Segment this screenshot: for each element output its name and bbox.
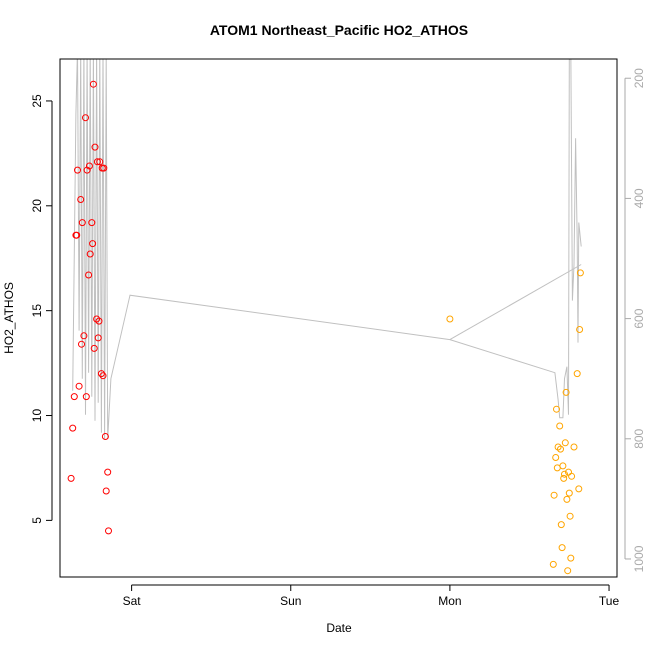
data-point-s1-15	[562, 388, 570, 396]
data-point-s0-21	[91, 143, 99, 151]
data-point-s0-12	[82, 393, 90, 401]
chart-title: ATOM1 Northeast_Pacific HO2_ATHOS	[210, 22, 468, 38]
data-point-s1-13	[561, 470, 568, 478]
x-tick-label-mon: Mon	[438, 594, 461, 608]
data-point-s0-27	[97, 370, 105, 378]
data-point-s0-7	[77, 196, 85, 203]
data-point-s1-22	[568, 472, 576, 480]
data-point-s0-0	[67, 474, 75, 482]
data-point-s0-20	[90, 344, 98, 352]
data-point-s1-21	[567, 554, 575, 562]
data-point-s1-11	[559, 462, 567, 470]
data-point-s0-5	[74, 166, 81, 174]
data-point-s0-1	[69, 424, 77, 432]
data-point-s1-5	[553, 464, 561, 472]
data-point-s0-25	[95, 317, 103, 325]
data-point-s1-17	[564, 567, 572, 575]
y-tick-label-20: 20	[30, 199, 44, 213]
data-point-s0-9	[78, 219, 86, 227]
pressure-trace-layer	[72, 59, 582, 439]
data-point-s1-4	[553, 405, 560, 413]
right-tick-label-600: 600	[632, 308, 646, 328]
x-tick-label-sat: Sat	[123, 594, 142, 608]
data-point-s1-3	[552, 454, 560, 461]
data-point-s0-32	[102, 487, 110, 495]
data-point-s0-23	[93, 158, 101, 166]
data-point-s1-24	[573, 370, 581, 378]
data-point-s0-18	[89, 240, 97, 248]
right-tick-label-1000: 1000	[632, 545, 646, 572]
data-point-s1-27	[576, 269, 584, 277]
data-point-s0-30	[100, 164, 108, 172]
data-point-s1-2	[550, 491, 558, 499]
data-point-s0-33	[104, 468, 112, 476]
data-point-s0-34	[105, 527, 112, 535]
y-tick-label-15: 15	[30, 304, 44, 318]
plot-frame	[59, 58, 618, 578]
data-point-s0-31	[101, 433, 109, 440]
data-point-s0-26	[96, 158, 104, 166]
y-tick-label-25: 25	[30, 94, 44, 108]
data-point-s0-29	[99, 372, 107, 380]
data-point-s1-10	[558, 544, 566, 552]
data-point-s1-25	[575, 485, 583, 493]
axes-layer: Sat Sun Mon Tue 5 10 15 20 25 200 400 600 800 1000	[30, 68, 646, 608]
data-point-s0-24	[94, 334, 102, 342]
right-tick-label-800: 800	[632, 428, 646, 448]
y-tick-label-5: 5	[30, 517, 44, 524]
x-tick-label-tue: Tue	[599, 594, 620, 608]
data-point-s1-16	[563, 495, 571, 503]
x-tick-label-sun: Sun	[280, 594, 301, 608]
right-tick-label-400: 400	[632, 188, 646, 208]
data-point-s1-26	[576, 326, 584, 333]
data-point-s1-7	[556, 422, 564, 430]
data-point-s1-1	[549, 560, 557, 568]
data-point-s0-19	[89, 80, 97, 88]
y-axis-label: HO2_ATHOS	[2, 282, 16, 354]
data-point-s1-12	[560, 474, 568, 482]
data-point-s0-10	[80, 332, 88, 340]
data-point-s1-14	[561, 439, 569, 447]
right-tick-label-200: 200	[632, 68, 646, 88]
data-point-s0-11	[82, 114, 89, 122]
data-point-s0-8	[78, 340, 85, 348]
data-point-s0-4	[73, 231, 81, 239]
y-tick-label-10: 10	[30, 409, 44, 423]
data-point-s0-17	[88, 219, 96, 227]
data-point-s1-19	[565, 489, 573, 497]
data-point-s0-15	[85, 162, 93, 170]
x-axis-label: Date	[326, 621, 352, 635]
data-point-s1-8	[557, 445, 564, 453]
data-point-s0-6	[75, 382, 83, 390]
pressure-trace-return-line	[449, 264, 582, 341]
data-point-s1-0	[446, 315, 454, 323]
data-point-s0-13	[83, 166, 91, 174]
pressure-trace-line	[72, 59, 582, 439]
data-point-s0-16	[86, 250, 94, 258]
data-point-s0-2	[70, 393, 78, 401]
data-point-s1-9	[557, 521, 565, 529]
data-point-s1-20	[566, 512, 574, 520]
data-points-layer	[67, 80, 584, 575]
data-point-s0-14	[85, 271, 93, 279]
data-point-s1-23	[570, 443, 578, 451]
